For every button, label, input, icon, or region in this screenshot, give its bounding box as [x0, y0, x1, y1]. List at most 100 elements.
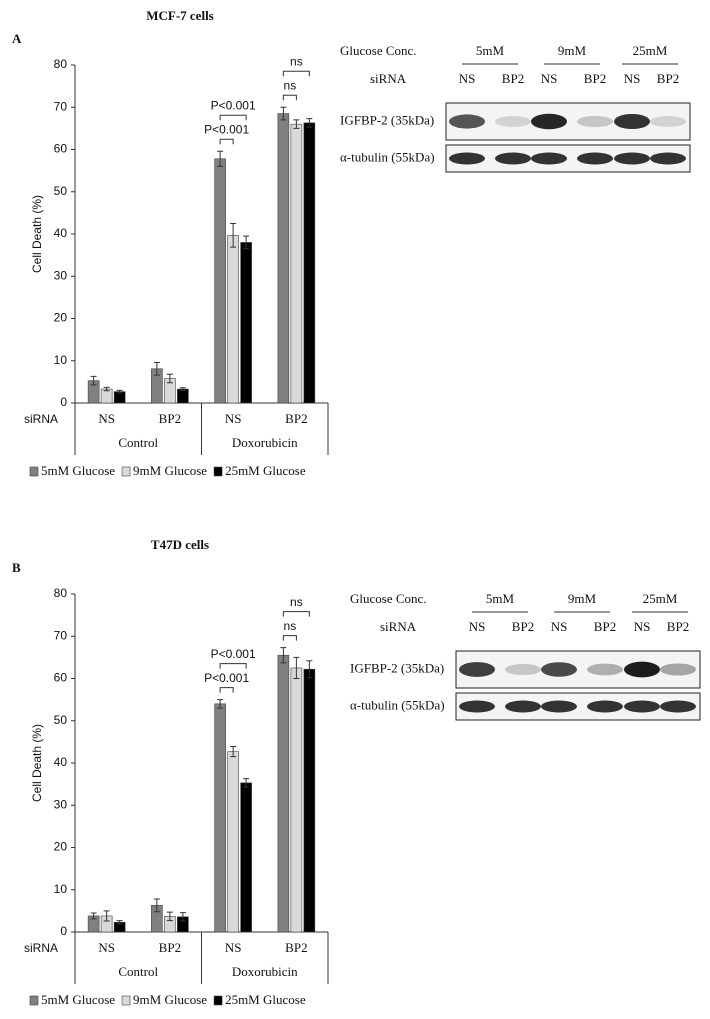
x-tick-label: BP2 — [285, 411, 307, 426]
lane-label: BP2 — [502, 71, 524, 86]
legend-label: 25mM Glucose — [225, 992, 306, 1007]
group-label: Doxorubicin — [232, 964, 298, 979]
significance-label: P<0.001 — [211, 98, 256, 112]
blot-band — [531, 152, 567, 165]
bar — [277, 113, 290, 404]
conc-label: Glucose Conc. — [350, 591, 427, 606]
lane-label: NS — [551, 619, 568, 634]
y-tick-label: 30 — [54, 797, 68, 811]
y-tick-label: 50 — [54, 184, 68, 198]
blot-band — [660, 663, 696, 676]
band-label: IGFBP-2 (35kDa) — [350, 660, 444, 675]
bar — [240, 242, 252, 404]
significance-bracket — [282, 635, 297, 641]
x-tick-label: BP2 — [159, 940, 181, 955]
blot-band — [541, 700, 577, 713]
error-bar — [153, 361, 160, 376]
error-bar — [293, 656, 300, 679]
significance-label: ns — [290, 595, 303, 609]
x-tick-label: NS — [225, 411, 242, 426]
lane-label: BP2 — [594, 619, 616, 634]
conc-value: 9mM — [558, 43, 587, 58]
error-bar — [230, 746, 237, 758]
y-tick-label: 60 — [54, 142, 68, 156]
bar — [277, 654, 290, 933]
error-bar — [280, 106, 287, 121]
legend-swatch — [213, 466, 223, 477]
y-tick-label: 80 — [54, 586, 68, 600]
blot-band — [531, 113, 567, 130]
error-bar — [103, 386, 110, 392]
blot-band — [459, 662, 495, 677]
legend-swatch — [121, 466, 131, 477]
blot-band — [650, 116, 686, 127]
bar — [290, 123, 303, 404]
significance-bracket — [219, 687, 234, 693]
blot-band — [577, 152, 613, 165]
blot-band — [541, 662, 577, 677]
blot-band — [495, 116, 531, 127]
legend-swatch — [29, 995, 39, 1006]
significance-label: P<0.001 — [204, 122, 249, 136]
bar — [227, 751, 239, 933]
y-tick-label: 40 — [54, 755, 68, 769]
x-tick-label: NS — [98, 940, 115, 955]
y-axis-label: Cell Death (%) — [30, 195, 44, 273]
legend-label: 5mM Glucose — [41, 463, 115, 478]
y-tick-label: 10 — [54, 882, 68, 896]
error-bar — [179, 387, 186, 391]
chart-title: T47D cells — [151, 537, 209, 552]
legend-label: 25mM Glucose — [225, 463, 306, 478]
panel-label: A — [12, 31, 22, 46]
error-bar — [166, 373, 173, 384]
bar — [290, 667, 303, 933]
conc-value: 25mM — [643, 591, 678, 606]
error-bar — [217, 150, 224, 167]
conc-value: 5mM — [476, 43, 505, 58]
significance-bracket — [282, 70, 310, 77]
blot-band — [505, 663, 541, 676]
error-bar — [153, 898, 160, 913]
y-tick-label: 10 — [54, 353, 68, 367]
error-bar — [293, 119, 300, 129]
y-tick-label: 70 — [54, 628, 68, 642]
blot-band — [449, 114, 485, 129]
lane-label: NS — [634, 619, 651, 634]
x-tick-label: BP2 — [159, 411, 181, 426]
error-bar — [90, 912, 97, 920]
significance-label: ns — [290, 54, 303, 68]
group-label: Control — [118, 435, 158, 450]
blot-band — [587, 700, 623, 713]
lane-label: NS — [541, 71, 558, 86]
blot-band — [624, 661, 660, 678]
blot-band — [449, 152, 485, 165]
legend-swatch — [29, 466, 39, 477]
y-tick-label: 80 — [54, 57, 68, 71]
y-tick-label: 40 — [54, 226, 68, 240]
significance-label: ns — [284, 619, 297, 633]
significance-bracket — [282, 611, 310, 617]
lane-label: BP2 — [512, 619, 534, 634]
y-tick-label: 0 — [60, 395, 67, 409]
chart-title: MCF-7 cells — [146, 8, 214, 23]
legend-swatch — [213, 995, 223, 1006]
conc-label: Glucose Conc. — [340, 43, 417, 58]
panel-label: B — [12, 560, 21, 575]
error-bar — [280, 647, 287, 664]
category-axis-label: siRNA — [24, 941, 58, 955]
lane-label: NS — [459, 71, 476, 86]
error-bar — [116, 920, 123, 925]
bar — [214, 703, 226, 933]
sirna-label: siRNA — [380, 619, 417, 634]
error-bar — [116, 389, 123, 394]
blot-band — [587, 663, 623, 676]
band-label: IGFBP-2 (35kDa) — [340, 112, 434, 127]
blot-band — [614, 152, 650, 165]
significance-label: P<0.001 — [204, 671, 249, 685]
legend-label: 9mM Glucose — [133, 992, 207, 1007]
y-tick-label: 60 — [54, 671, 68, 685]
conc-value: 5mM — [486, 591, 515, 606]
y-tick-label: 70 — [54, 99, 68, 113]
band-label: α-tubulin (55kDa) — [350, 697, 445, 712]
significance-bracket — [282, 94, 297, 101]
